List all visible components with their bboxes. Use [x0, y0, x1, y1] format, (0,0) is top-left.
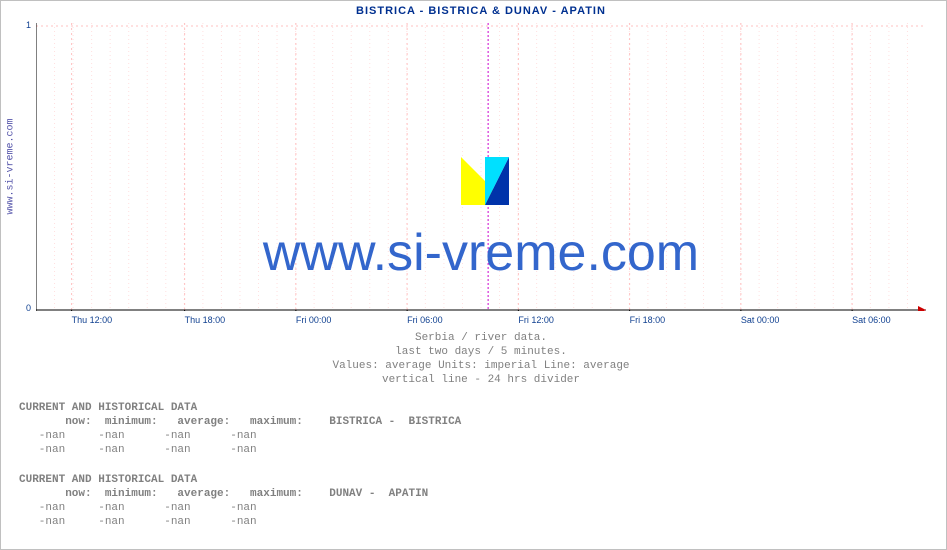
caption-line-2: last two days / 5 minutes.	[395, 346, 567, 358]
x-axis-labels: Thu 12:00 Thu 18:00 Fri 00:00 Fri 06:00 Fri …	[36, 315, 926, 329]
block2-columns: now: minimum: average: maximum: DUNAV - …	[19, 488, 428, 500]
block1-columns: now: minimum: average: maximum: BISTRICA…	[19, 416, 461, 428]
block2-header: CURRENT AND HISTORICAL DATA	[19, 474, 197, 486]
data-block-2: CURRENT AND HISTORICAL DATA now: minimum…	[19, 473, 428, 529]
xtick-label: Fri 06:00	[407, 315, 443, 325]
block2-row-0: -nan -nan -nan -nan	[19, 502, 257, 514]
xtick-label: Sat 06:00	[852, 315, 891, 325]
block1-header: CURRENT AND HISTORICAL DATA	[19, 402, 197, 414]
chart-frame: www.si-vreme.com BISTRICA - BISTRICA & D…	[0, 0, 947, 550]
xtick-label: Fri 12:00	[518, 315, 554, 325]
caption-line-3: Values: average Units: imperial Line: av…	[332, 360, 629, 372]
ytick-0: 0	[11, 303, 31, 313]
block1-row-1: -nan -nan -nan -nan	[19, 444, 257, 456]
data-block-1: CURRENT AND HISTORICAL DATA now: minimum…	[19, 401, 461, 457]
block2-row-1: -nan -nan -nan -nan	[19, 516, 257, 528]
y-axis-label: www.si-vreme.com	[6, 117, 17, 217]
caption-line-4: vertical line - 24 hrs divider	[382, 374, 580, 386]
chart-title: BISTRICA - BISTRICA & DUNAV - APATIN	[36, 5, 926, 17]
ytick-1: 1	[11, 20, 31, 30]
xtick-label: Fri 00:00	[296, 315, 332, 325]
xtick-label: Thu 18:00	[185, 315, 226, 325]
plot-area	[36, 23, 926, 311]
caption-line-1: Serbia / river data.	[415, 332, 547, 344]
block1-row-0: -nan -nan -nan -nan	[19, 430, 257, 442]
xtick-label: Sat 00:00	[741, 315, 780, 325]
xtick-label: Thu 12:00	[72, 315, 113, 325]
xtick-label: Fri 18:00	[630, 315, 666, 325]
chart-caption: Serbia / river data. last two days / 5 m…	[36, 331, 926, 387]
